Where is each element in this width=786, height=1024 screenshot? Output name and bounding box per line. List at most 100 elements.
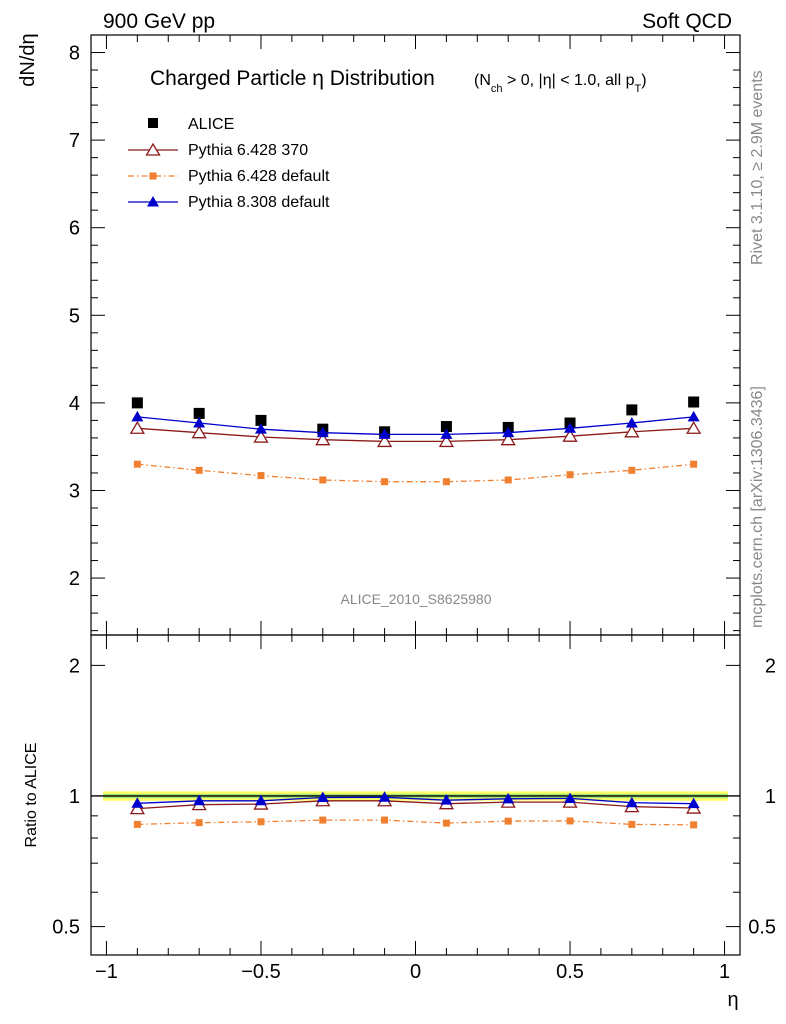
ratio-y-tick-label-left: 0.5 [52,917,80,939]
ratio-plot-series [129,791,702,829]
data-point-pythia-6-428-370 [129,421,145,434]
data-point-pythia-8-308-default [131,797,144,808]
data-point-pythia-8-308-default [502,426,515,438]
data-point-pythia-8-308-default [254,423,267,434]
data-point-pythia-6-428-default [319,816,327,824]
main-y-tick-label: 6 [69,218,80,240]
legend: ALICE Pythia 6.428 370 Pythia 6.428 defa… [128,116,330,211]
data-point-pythia-6-428-370 [376,434,393,448]
legend-entry-alice: ALICE [148,116,234,133]
data-point-pythia-8-308-default [193,794,206,806]
subtitle-sub-ch: ch [491,83,503,95]
ratio-y-axis-label: Ratio to ALICE [23,743,40,848]
subtitle-mid: > 0, |η| < 1.0, all p [503,72,635,89]
ratio-y-tick-label-right: 1 [765,786,776,808]
data-point-pythia-6-428-default [566,817,574,825]
header-right: Soft QCD [642,10,732,33]
chart-title: Charged Particle η Distribution [150,67,435,90]
legend-marker-pythia6-default [149,172,157,180]
data-point-pythia-8-308-default [378,791,391,802]
data-point-pythia-8-308-default [316,426,329,438]
data-point-alice [440,421,452,433]
ratio-y-tick-label-right: 2 [765,655,776,677]
data-point-pythia-6-428-370 [624,424,640,438]
data-point-pythia-8-308-default [687,797,700,809]
data-point-pythia-6-428-default [442,478,450,486]
data-point-pythia-8-308-default [131,410,144,422]
data-point-pythia-6-428-370 [191,425,207,439]
data-point-pythia-8-308-default [378,428,391,439]
series-line-pythia-6-428-370 [137,427,694,443]
data-point-pythia-6-428-default [133,820,141,828]
data-point-pythia-6-428-default [504,817,512,825]
data-point-alice [193,407,205,419]
data-point-pythia-6-428-default [257,472,265,480]
legend-marker-alice [148,118,158,128]
ratio-y-tick-label-left: 1 [69,786,80,808]
data-point-alice [131,397,143,409]
data-point-alice [255,414,267,426]
main-plot-y-tick-labels: 2 3 4 5 6 7 8 [69,43,80,591]
data-point-pythia-6-428-default [628,466,636,474]
main-plot-ticks [91,35,740,635]
data-point-pythia-6-428-default [442,819,450,827]
series-line-pythia-8-308-default [137,796,694,805]
legend-label-pythia8-default: Pythia 8.308 default [188,194,330,211]
x-tick-label: 1 [719,961,730,983]
data-point-pythia-8-308-default [193,417,206,428]
subtitle-close: ) [641,72,646,89]
legend-label-alice: ALICE [188,116,234,133]
data-point-alice [688,396,700,408]
legend-entry-pythia8-default: Pythia 8.308 default [128,194,330,211]
data-point-pythia-8-308-default [254,794,267,806]
data-point-pythia-6-428-default [381,816,389,824]
x-axis-label: η [727,989,738,1011]
data-point-pythia-6-428-370 [686,421,702,434]
data-point-pythia-6-428-default [195,466,203,474]
data-point-pythia-8-308-default [564,422,577,433]
analysis-watermark: ALICE_2010_S8625980 [340,591,491,607]
main-y-tick-label: 3 [69,480,80,502]
data-point-pythia-6-428-370 [129,801,145,815]
x-tick-label: 0 [410,961,421,983]
ratio-y-tick-label-left: 2 [69,655,80,677]
series-line-pythia-6-428-370 [137,800,694,810]
data-point-pythia-6-428-370 [438,434,455,448]
series-alice [131,396,700,438]
legend-label-pythia6-default: Pythia 6.428 default [188,168,330,185]
data-point-pythia-6-428-370 [253,429,269,443]
main-y-tick-label: 7 [69,130,80,152]
header-left: 900 GeV pp [103,10,215,33]
series-line-pythia-8-308-default [137,416,694,436]
series-line-pythia-6-428-default [137,819,694,826]
data-point-pythia-8-308-default [316,791,329,802]
legend-entry-pythia6-default: Pythia 6.428 default [128,168,330,185]
data-point-pythia-6-428-default [566,471,574,479]
data-point-pythia-6-428-370 [562,428,578,442]
data-point-pythia-6-428-default [690,821,698,829]
data-point-pythia-6-428-370 [315,432,331,446]
x-tick-label: −0.5 [241,961,280,983]
data-point-pythia-6-428-default [195,819,203,827]
data-point-pythia-8-308-default [625,796,638,808]
main-plot-series [129,396,702,486]
x-tick-label: −1 [95,961,118,983]
data-point-pythia-8-308-default [502,792,515,804]
data-point-pythia-6-428-default [628,820,636,828]
series-pythia-8-308-default [131,791,700,809]
main-plot-panel: 2 3 4 5 6 7 8 dN/dη Charged Particle η Distrib… [17,33,741,636]
data-point-pythia-8-308-default [687,410,700,422]
ratio-y-tick-labels-left: 0.5 1 2 [52,655,80,938]
x-tick-labels: −1 −0.5 0 0.5 1 [95,961,730,983]
data-point-alice [626,404,638,416]
data-point-pythia-6-428-default [133,460,141,468]
main-y-tick-label: 4 [69,393,80,415]
legend-marker-pythia8-default [147,196,159,207]
series-pythia-6-428-370 [129,421,702,448]
data-point-pythia-8-308-default [440,794,453,805]
x-tick-label: 0.5 [556,961,584,983]
main-y-axis-label: dN/dη [17,33,39,86]
mcplots-label: mcplots.cern.ch [arXiv:1306.3436] [749,386,766,628]
legend-marker-pythia6-370 [145,142,161,156]
